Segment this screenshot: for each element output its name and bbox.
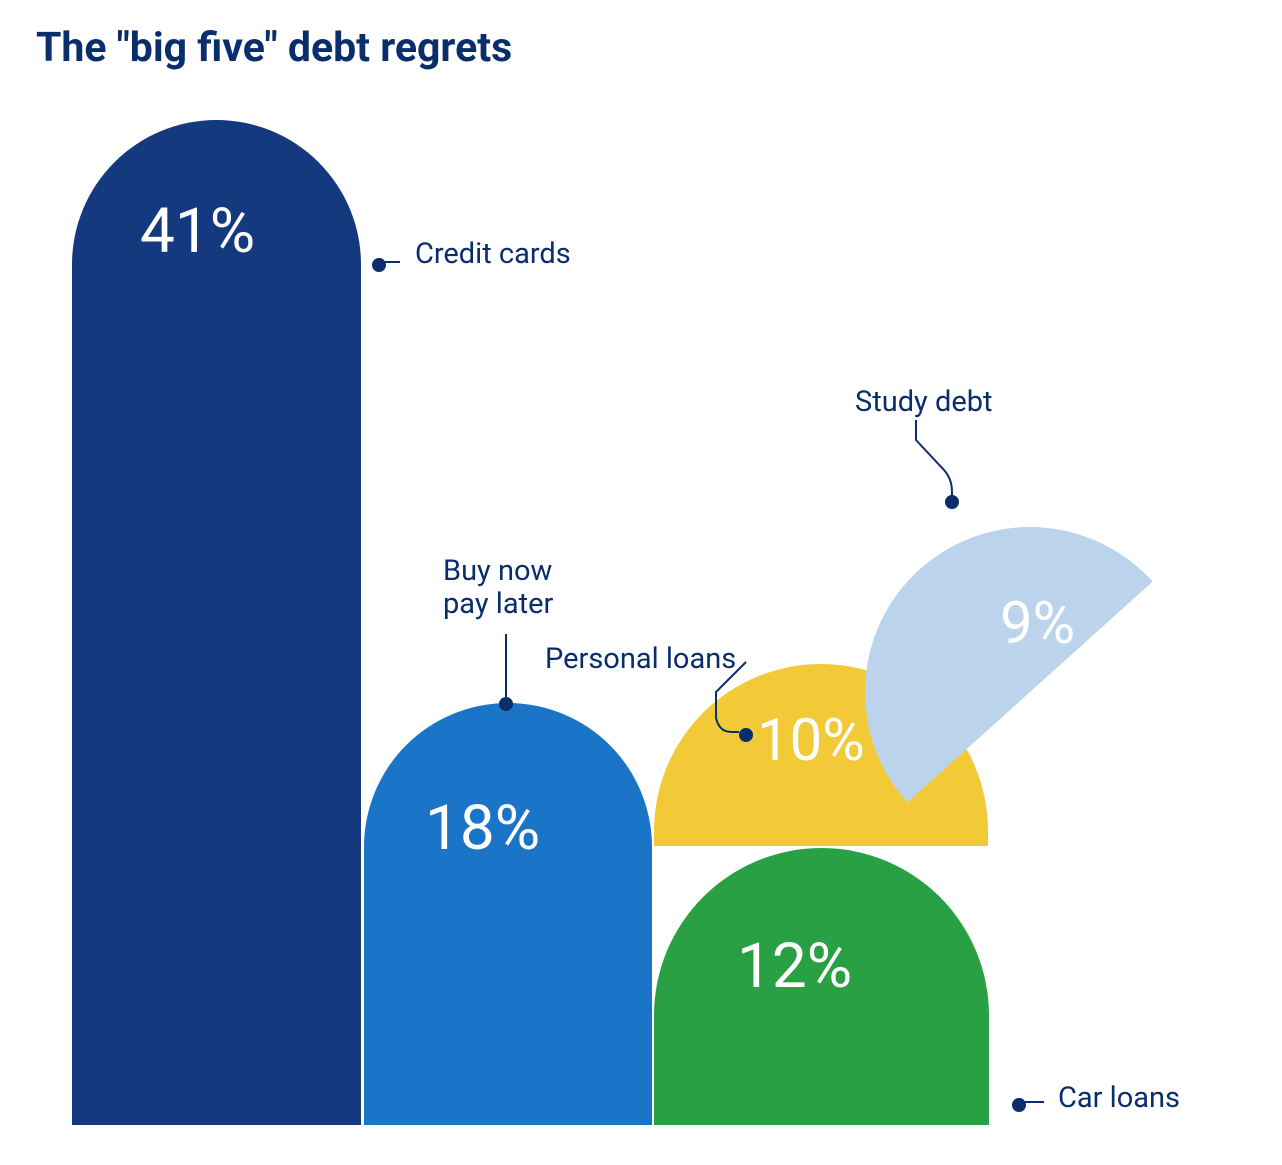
label-car-loans: Car loans [1058,1084,1180,1113]
shape-bnpl [364,703,652,1125]
infographic-canvas: The "big five" debt regrets 41% 18% 12% … [0,0,1282,1165]
value-credit-cards: 41% [140,195,255,268]
label-study-debt: Study debt [855,388,992,417]
value-personal-loans: 10% [757,707,865,775]
dot-personal-loans [739,728,753,742]
dot-credit-cards [372,258,386,272]
connector-study-debt [916,420,952,499]
label-credit-cards: Credit cards [415,240,571,269]
value-bnpl: 18% [425,792,540,865]
value-study-debt: 9% [1000,590,1075,658]
label-bnpl: Buy nowpay later [443,555,553,622]
dot-car-loans [1012,1098,1026,1112]
dot-bnpl [499,697,513,711]
chart-title: The "big five" debt regrets [36,24,512,72]
dot-study-debt [945,495,959,509]
value-car-loans: 12% [737,930,852,1003]
label-personal-loans: Personal loans [545,645,736,674]
shape-credit-cards [72,120,361,1125]
